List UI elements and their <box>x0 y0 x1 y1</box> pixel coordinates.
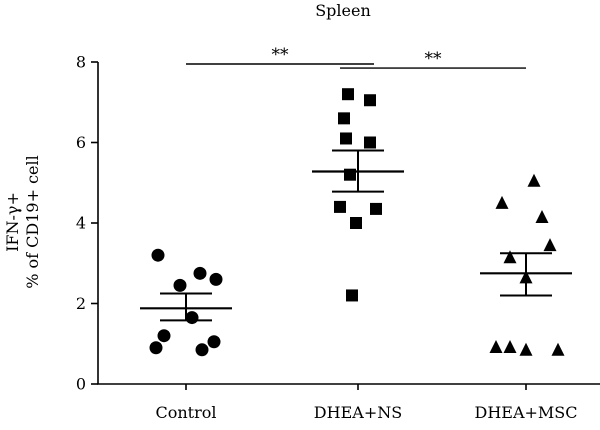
data-point-square <box>346 289 358 302</box>
data-point-triangle <box>489 339 503 353</box>
data-point-square <box>338 112 350 125</box>
y-tick-label: 0 <box>76 375 86 394</box>
data-points <box>149 88 565 357</box>
significance-label: ** <box>425 49 443 69</box>
data-point-triangle <box>551 342 565 356</box>
y-axis-label: IFN-γ+ % of CD19+ cell <box>3 155 42 289</box>
data-point-triangle <box>503 339 517 353</box>
significance-brackets: ** ** <box>186 45 526 69</box>
data-point-circle <box>185 311 199 325</box>
y-ticks: 0 2 4 6 8 <box>76 53 98 394</box>
data-point-circle <box>209 272 223 286</box>
data-point-triangle <box>543 238 557 252</box>
x-tick-label: DHEA+NS <box>314 403 402 422</box>
data-point-circle <box>193 266 207 280</box>
data-point-square <box>370 202 382 215</box>
data-point-triangle <box>519 270 533 284</box>
axes <box>97 62 600 385</box>
y-axis-label-line-2: % of CD19+ cell <box>23 155 42 289</box>
data-point-square <box>340 132 352 145</box>
data-point-square <box>344 168 356 181</box>
x-ticks: Control DHEA+NS DHEA+MSC <box>155 384 578 422</box>
data-point-square <box>342 88 354 101</box>
y-axis-label-line-1: IFN-γ+ <box>3 192 22 252</box>
y-tick-label: 2 <box>76 294 86 313</box>
data-point-square <box>350 217 362 229</box>
x-tick-label: Control <box>155 403 216 422</box>
data-point-triangle <box>503 250 517 264</box>
data-point-circle <box>173 278 187 292</box>
data-point-circle <box>157 329 171 343</box>
data-point-circle <box>195 343 209 357</box>
data-point-triangle <box>495 195 509 209</box>
y-tick-label: 8 <box>76 53 86 72</box>
data-point-circle <box>149 341 163 355</box>
significance-label: ** <box>272 45 290 65</box>
x-tick-label: DHEA+MSC <box>474 403 577 422</box>
data-point-triangle <box>519 342 533 356</box>
y-tick-label: 4 <box>76 214 86 233</box>
data-point-circle <box>207 335 221 349</box>
chart-title: Spleen <box>315 1 371 20</box>
data-point-triangle <box>535 209 549 223</box>
data-point-square <box>364 94 376 107</box>
y-tick-label: 6 <box>76 133 86 152</box>
data-point-square <box>334 200 346 213</box>
data-point-square <box>364 136 376 149</box>
data-point-triangle <box>527 173 541 187</box>
data-point-circle <box>151 248 165 262</box>
